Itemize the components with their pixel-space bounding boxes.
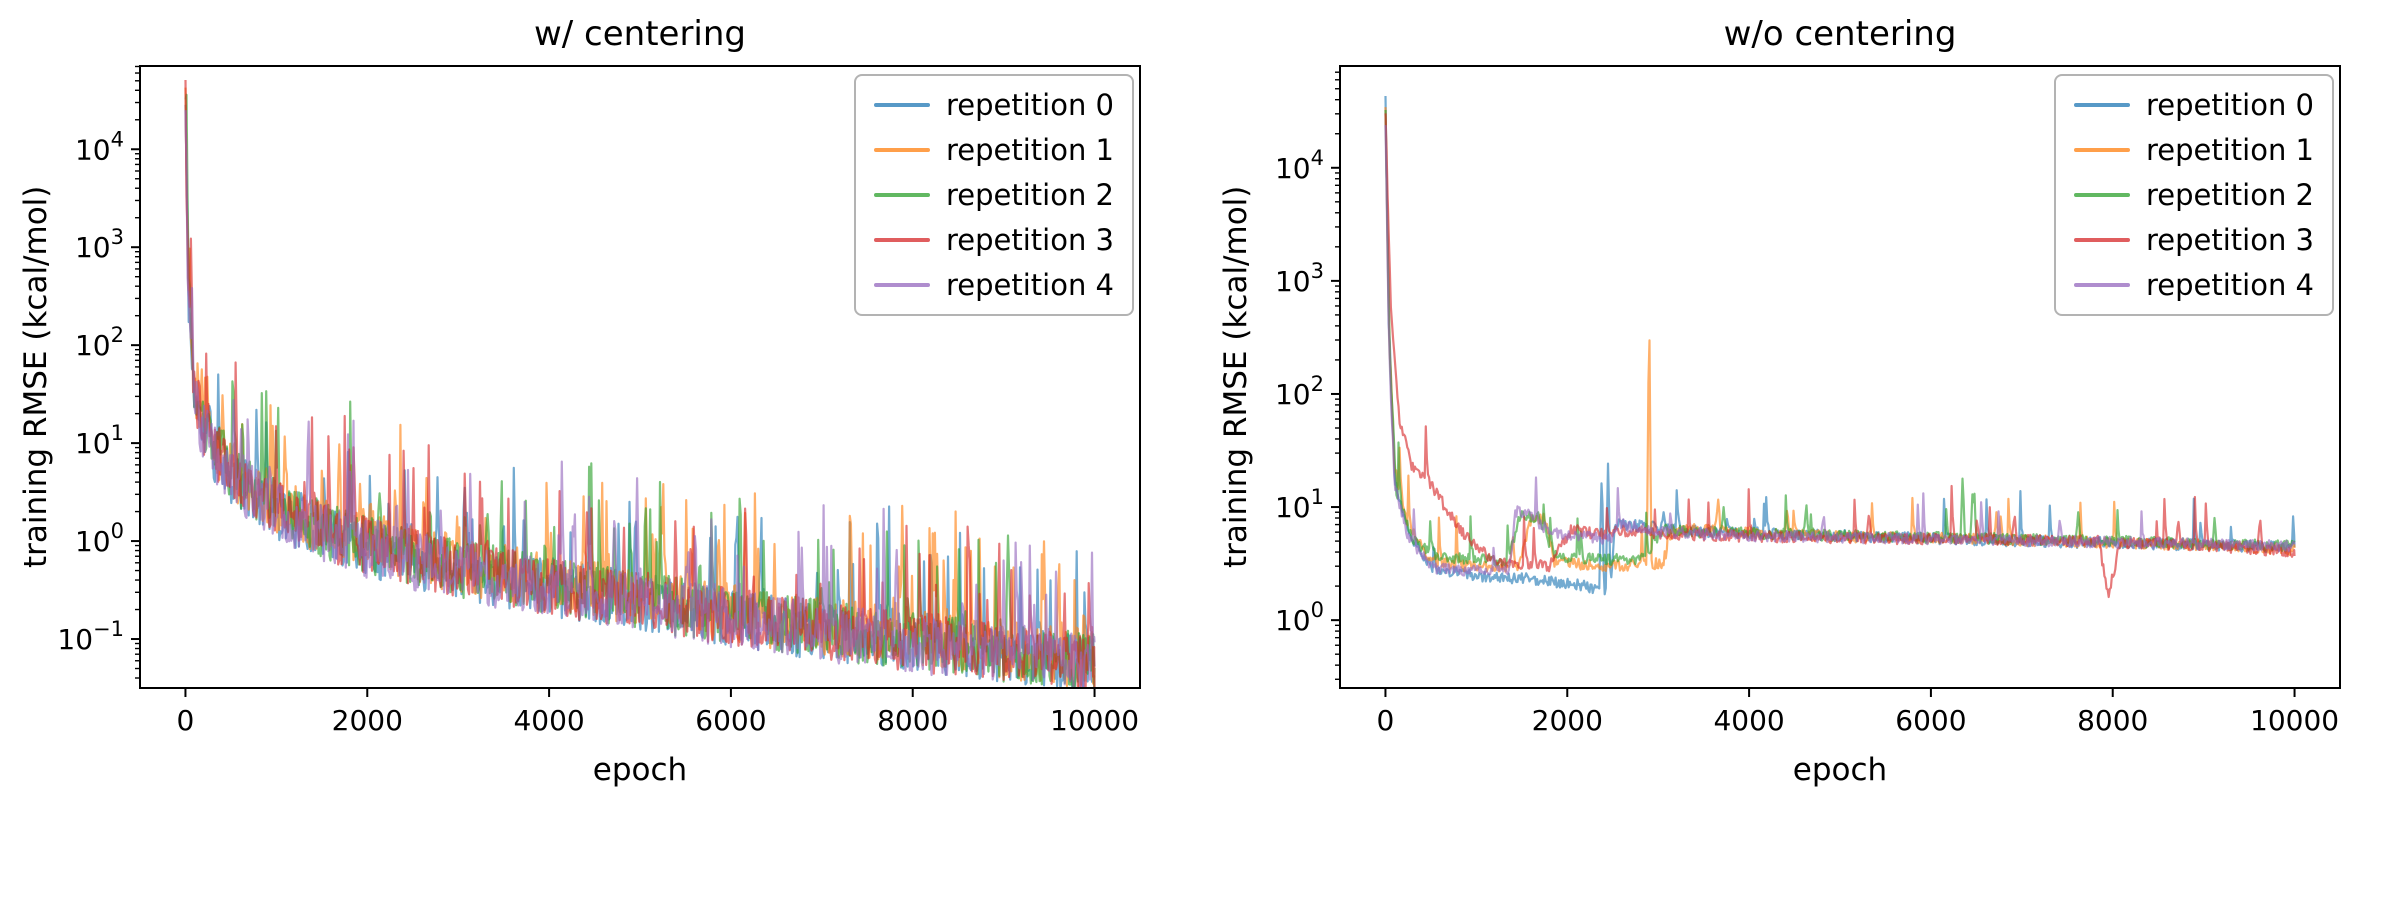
legend-item: repetition 3 <box>2073 223 2314 257</box>
legend-item: repetition 4 <box>873 268 1114 302</box>
svg-text:4000: 4000 <box>513 704 584 737</box>
svg-text:2000: 2000 <box>1532 704 1603 737</box>
legend-item: repetition 2 <box>2073 178 2314 212</box>
legend-line-swatch <box>873 148 930 152</box>
chart-panel-without-centering: 100 101 102 103 104 0 2000 4000 6000 8000 10000 w/… <box>1200 0 2400 900</box>
chart-title: w/o centering <box>1723 14 1957 54</box>
svg-text:2000: 2000 <box>332 704 403 737</box>
svg-text:102: 102 <box>1275 372 1324 411</box>
svg-text:100: 100 <box>75 519 124 558</box>
svg-text:103: 103 <box>75 225 124 264</box>
legend: repetition 0 repetition 1 repetition 2 repe… <box>853 74 1134 316</box>
svg-text:104: 104 <box>1275 146 1324 185</box>
svg-text:6000: 6000 <box>1895 704 1966 737</box>
legend-item: repetition 1 <box>873 133 1114 167</box>
legend-line-swatch <box>873 103 930 107</box>
svg-text:6000: 6000 <box>695 704 766 737</box>
svg-text:8000: 8000 <box>877 704 948 737</box>
legend: repetition 0 repetition 1 repetition 2 repe… <box>2053 74 2334 316</box>
y-axis-label: training RMSE (kcal/mol) <box>1218 185 1254 569</box>
legend-line-swatch <box>873 283 930 287</box>
chart-title: w/ centering <box>533 14 747 54</box>
legend-label: repetition 3 <box>945 223 1114 257</box>
svg-text:103: 103 <box>1275 259 1324 298</box>
legend-line-swatch <box>2073 238 2130 242</box>
legend-label: repetition 1 <box>2145 133 2314 167</box>
legend-line-swatch <box>2073 103 2130 107</box>
legend-item: repetition 4 <box>2073 268 2314 302</box>
svg-text:10000: 10000 <box>1050 704 1139 737</box>
plot-area-without-centering: 100 101 102 103 104 0 2000 4000 6000 8000 10000 <box>1275 65 2341 737</box>
legend-label: repetition 0 <box>945 88 1114 122</box>
legend-label: repetition 3 <box>2145 223 2314 257</box>
legend-item: repetition 2 <box>873 178 1114 212</box>
legend-line-swatch <box>873 193 930 197</box>
legend-item: repetition 0 <box>873 88 1114 122</box>
x-axis-label: epoch <box>592 752 688 788</box>
svg-text:0: 0 <box>177 704 195 737</box>
svg-text:104: 104 <box>75 127 124 166</box>
svg-text:10−1: 10−1 <box>57 617 124 656</box>
svg-text:8000: 8000 <box>2077 704 2148 737</box>
svg-text:10000: 10000 <box>2250 704 2339 737</box>
svg-text:101: 101 <box>75 421 124 460</box>
legend-label: repetition 2 <box>2145 178 2314 212</box>
legend-label: repetition 4 <box>945 268 1114 302</box>
plot-area-with-centering: 10−1 100 101 102 103 104 0 2000 4000 6000 8000 1000… <box>57 65 1141 737</box>
y-axis-label: training RMSE (kcal/mol) <box>18 185 54 569</box>
svg-text:4000: 4000 <box>1713 704 1784 737</box>
legend-item: repetition 1 <box>2073 133 2314 167</box>
svg-text:101: 101 <box>1275 485 1324 524</box>
legend-line-swatch <box>2073 283 2130 287</box>
x-axis-label: epoch <box>1792 752 1888 788</box>
legend-label: repetition 1 <box>945 133 1114 167</box>
legend-label: repetition 2 <box>945 178 1114 212</box>
svg-text:0: 0 <box>1377 704 1395 737</box>
legend-line-swatch <box>873 238 930 242</box>
legend-label: repetition 4 <box>2145 268 2314 302</box>
legend-item: repetition 3 <box>873 223 1114 257</box>
chart-panel-with-centering: 10−1 100 101 102 103 104 0 2000 4000 6000 8000 1000… <box>18 14 1141 788</box>
svg-text:100: 100 <box>1275 598 1324 637</box>
svg-text:102: 102 <box>75 323 124 362</box>
legend-line-swatch <box>2073 148 2130 152</box>
legend-label: repetition 0 <box>2145 88 2314 122</box>
legend-line-swatch <box>2073 193 2130 197</box>
legend-item: repetition 0 <box>2073 88 2314 122</box>
